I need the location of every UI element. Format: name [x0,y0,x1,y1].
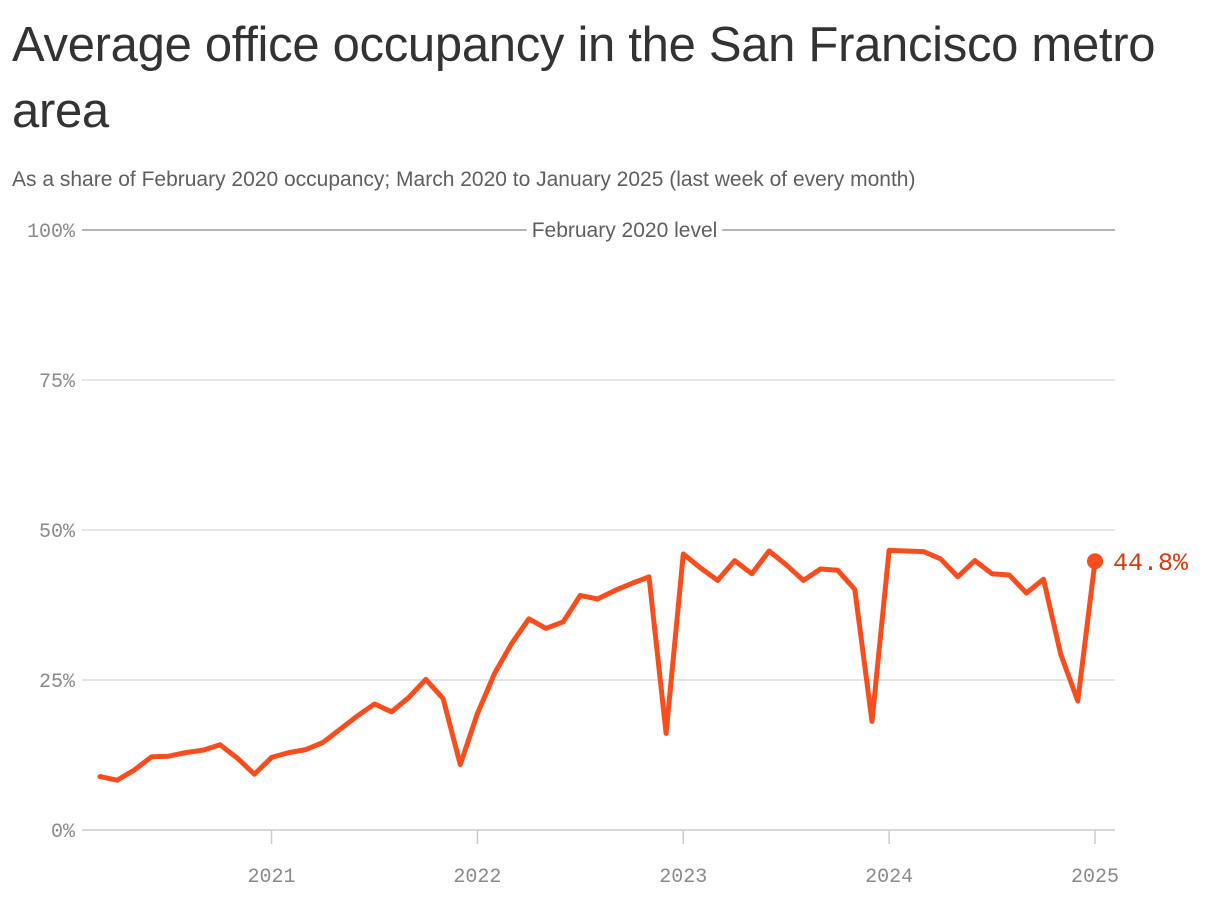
end-value-label: 44.8% [1113,549,1189,578]
y-axis-labels: 100% 75% 50% 25% 0% [27,221,76,844]
y-tick-label: 100% [27,221,76,244]
x-axis: 2021 2022 2023 2024 2025 [248,830,1119,889]
series-occupancy [97,547,1103,783]
x-tick-label: 2022 [453,866,501,889]
end-point-marker [1087,553,1103,570]
x-tick-label: 2024 [865,866,913,889]
reference-line-label: February 2020 level [532,219,718,242]
y-tick-label: 25% [39,671,76,694]
y-tick-label: 75% [39,371,76,394]
reference-line-group: February 2020 level [82,219,1115,242]
gridlines [82,379,1115,831]
x-tick-label: 2025 [1071,866,1119,889]
series-line [97,547,1098,783]
x-tick-label: 2023 [659,866,707,889]
chart-subtitle: As a share of February 2020 occupancy; M… [12,168,916,191]
y-tick-label: 50% [39,521,76,544]
y-tick-label: 0% [51,821,76,844]
x-tick-label: 2021 [248,866,296,889]
chart-title: Average office occupancy in the San Fran… [12,18,1156,138]
